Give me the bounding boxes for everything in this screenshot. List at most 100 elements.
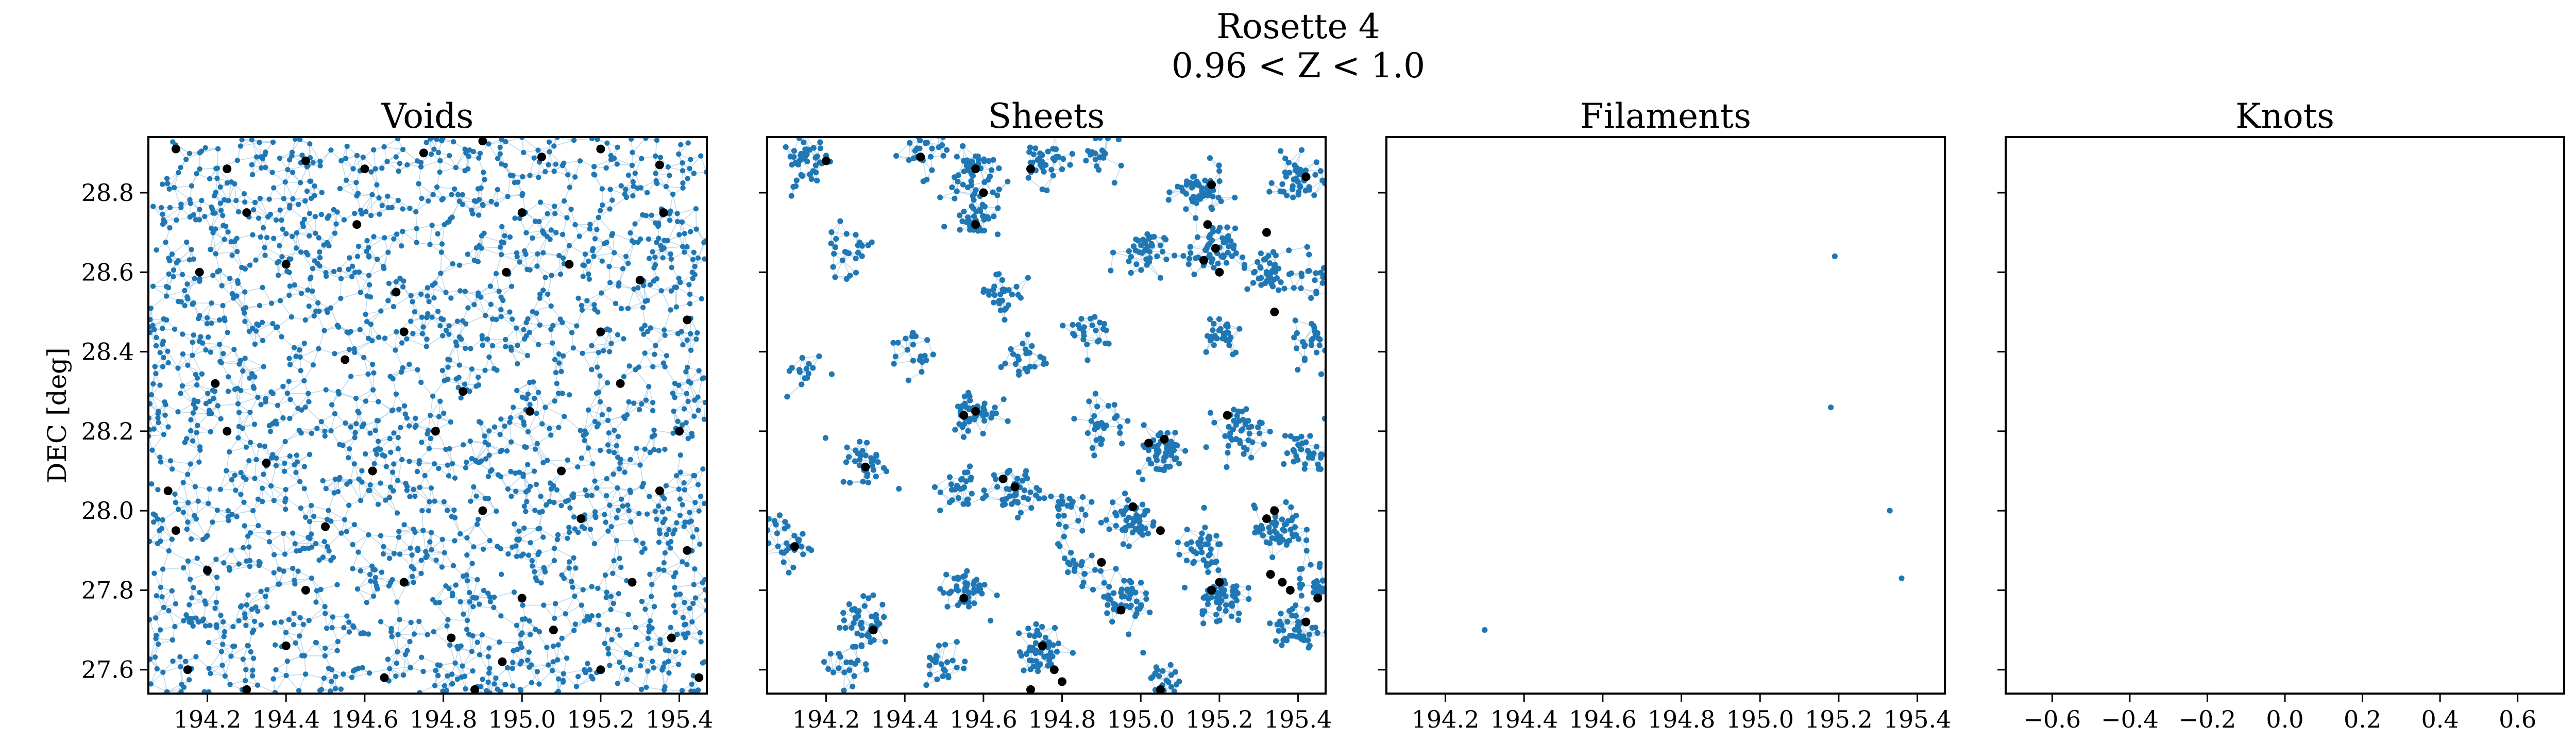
galaxy-point — [1151, 233, 1157, 240]
galaxy-point — [408, 619, 414, 626]
galaxy-point — [1204, 244, 1210, 250]
galaxy-point — [778, 549, 785, 555]
galaxy-point — [310, 266, 316, 272]
galaxy-point — [404, 162, 410, 168]
galaxy-point — [366, 273, 372, 278]
galaxy-point — [169, 536, 175, 542]
galaxy-point — [381, 144, 387, 149]
galaxy-point — [986, 158, 992, 164]
galaxy-point — [1244, 286, 1250, 292]
galaxy-point — [411, 631, 417, 637]
galaxy-point — [1181, 584, 1188, 591]
galaxy-point — [1223, 602, 1229, 608]
galaxy-point — [187, 197, 193, 203]
galaxy-point — [286, 157, 293, 163]
galaxy-point — [991, 292, 998, 298]
galaxy-point — [538, 494, 544, 499]
galaxy-point — [1208, 546, 1214, 552]
galaxy-point — [684, 391, 690, 396]
galaxy-point — [842, 625, 849, 631]
galaxy-point — [967, 416, 973, 422]
galaxy-point — [515, 361, 520, 367]
galaxy-point — [152, 512, 158, 518]
critical-point — [478, 506, 487, 515]
galaxy-point — [999, 497, 1006, 503]
galaxy-point — [1297, 576, 1303, 582]
galaxy-point — [151, 570, 157, 576]
galaxy-point — [294, 230, 299, 236]
galaxy-point — [456, 362, 462, 368]
galaxy-point — [607, 663, 613, 668]
galaxy-point — [934, 676, 940, 682]
galaxy-point — [1187, 244, 1193, 250]
galaxy-point — [283, 231, 289, 237]
galaxy-point — [668, 256, 674, 262]
galaxy-point — [193, 615, 199, 621]
galaxy-point — [187, 602, 192, 608]
galaxy-point — [806, 147, 813, 153]
galaxy-point — [1133, 261, 1140, 267]
galaxy-point — [208, 429, 213, 435]
galaxy-point — [1059, 493, 1065, 499]
galaxy-point — [266, 196, 272, 202]
galaxy-point — [818, 145, 824, 151]
galaxy-point — [459, 674, 465, 680]
galaxy-point — [1097, 435, 1104, 442]
galaxy-point — [648, 325, 653, 331]
galaxy-point — [1317, 269, 1324, 276]
galaxy-point — [382, 335, 388, 341]
galaxy-point — [1091, 452, 1097, 459]
galaxy-point — [253, 328, 259, 334]
galaxy-point — [1282, 156, 1289, 162]
galaxy-point — [476, 374, 481, 380]
galaxy-point — [267, 429, 274, 434]
galaxy-point — [242, 318, 248, 324]
galaxy-point — [1185, 261, 1192, 267]
galaxy-point — [289, 153, 295, 159]
galaxy-point — [165, 424, 171, 430]
galaxy-point — [1330, 336, 1335, 342]
galaxy-point — [637, 462, 643, 468]
galaxy-point — [1290, 194, 1296, 200]
galaxy-point — [527, 402, 533, 408]
galaxy-point — [521, 327, 527, 332]
galaxy-point — [1281, 461, 1287, 467]
galaxy-point — [161, 217, 166, 223]
galaxy-point — [552, 615, 557, 621]
galaxy-point — [1089, 149, 1095, 155]
galaxy-point — [413, 209, 419, 215]
galaxy-point — [416, 181, 421, 187]
galaxy-point — [1327, 576, 1333, 581]
galaxy-point — [836, 665, 842, 671]
galaxy-point — [639, 156, 645, 161]
galaxy-point — [335, 638, 341, 645]
galaxy-point — [312, 183, 317, 189]
galaxy-point — [566, 559, 572, 565]
galaxy-point — [395, 137, 401, 142]
galaxy-point — [687, 510, 692, 515]
galaxy-point — [485, 496, 492, 501]
galaxy-point — [653, 153, 658, 159]
galaxy-point — [551, 168, 557, 174]
galaxy-point — [358, 568, 363, 574]
galaxy-point — [681, 480, 687, 486]
galaxy-point — [1258, 275, 1264, 281]
galaxy-point — [374, 451, 380, 457]
galaxy-point — [1306, 631, 1312, 637]
galaxy-point — [954, 639, 960, 645]
galaxy-point — [1089, 552, 1095, 559]
galaxy-point — [873, 474, 879, 480]
galaxy-point — [148, 329, 153, 335]
galaxy-point — [845, 454, 852, 460]
galaxy-point — [424, 553, 430, 559]
galaxy-point — [190, 352, 195, 358]
galaxy-point — [266, 539, 273, 545]
galaxy-point — [1018, 653, 1024, 659]
galaxy-point — [577, 233, 582, 239]
galaxy-point — [617, 659, 622, 665]
galaxy-point — [317, 163, 323, 168]
galaxy-point — [929, 167, 935, 173]
galaxy-point — [273, 463, 279, 468]
galaxy-point — [287, 205, 293, 211]
galaxy-point — [1274, 275, 1280, 281]
